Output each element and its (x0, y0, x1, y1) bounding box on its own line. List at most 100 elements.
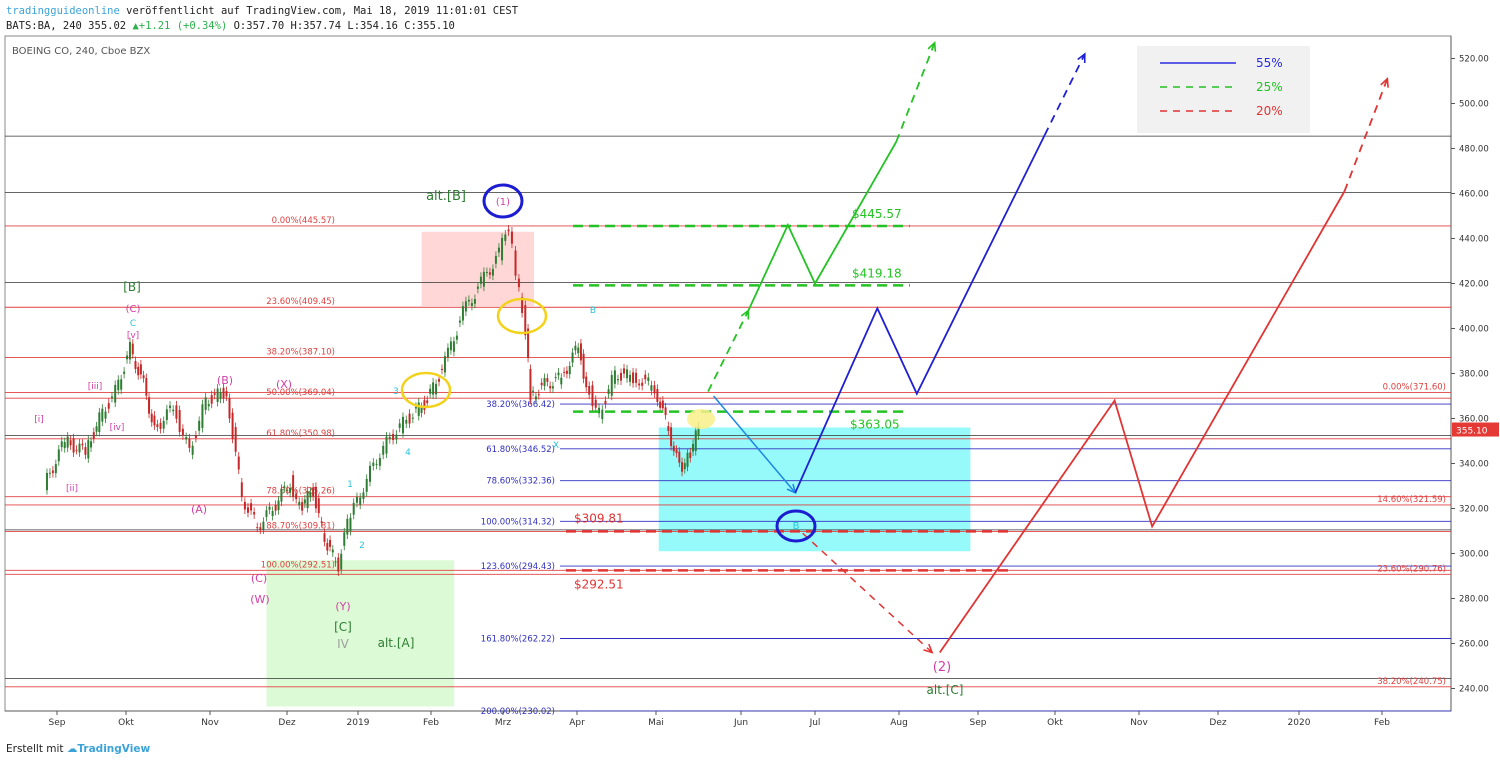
x-tick-label: Aug (890, 718, 908, 728)
fib-ext-label: 38.20%(366.42) (486, 400, 555, 410)
candle-body (134, 360, 137, 369)
candle-body (162, 420, 165, 429)
candle-body (420, 407, 423, 413)
x-tick-label: Mrz (495, 718, 511, 728)
candle-body (617, 379, 620, 381)
last-price-label: 355.10 (1456, 427, 1488, 437)
candle-body (458, 320, 461, 323)
candle-body (213, 393, 216, 395)
candle-body (571, 352, 574, 363)
candle-body (292, 475, 295, 497)
chart-publish-line: tradingguideonline veröffentlicht auf Tr… (6, 5, 518, 17)
wave-label: B (590, 306, 596, 316)
candle-body (385, 436, 388, 454)
wave-label: (B) (217, 374, 233, 387)
candle-body (623, 368, 626, 374)
candle-body (461, 306, 464, 321)
candle-body (635, 372, 638, 383)
candle-body (517, 278, 520, 288)
candle-body (446, 347, 449, 358)
candle-body (549, 386, 552, 389)
x-tick-label: Dez (278, 718, 295, 728)
candle-body (355, 496, 358, 503)
candle-body (320, 521, 323, 523)
tradingview-brand[interactable]: TradingView (77, 743, 151, 755)
legend-label: 55% (1256, 56, 1283, 70)
fib-level-label: 38.20%(387.10) (266, 348, 335, 358)
candle-body (470, 303, 473, 306)
candle-body (207, 404, 210, 407)
candle-body (326, 542, 329, 551)
x-tick-label: Sep (970, 718, 987, 728)
wave-label: alt.[C] (927, 683, 964, 697)
y-tick-label: 420.00 (1459, 280, 1489, 290)
candle-body (246, 507, 249, 513)
green-scenario-path (747, 141, 898, 311)
wave-label: [B] (123, 280, 141, 294)
fib-level-label: 0.00%(445.57) (272, 216, 335, 226)
candle-body (45, 472, 48, 491)
candle-body (295, 493, 298, 500)
y-tick-label: 520.00 (1459, 55, 1489, 65)
x-tick-label: Dez (1209, 718, 1226, 728)
y-tick-label: 300.00 (1459, 550, 1489, 560)
candle-body (198, 420, 201, 431)
wave-label: 1 (347, 480, 353, 490)
candle-body (128, 342, 131, 360)
candle-body (98, 412, 101, 432)
legend-box (1137, 46, 1310, 133)
candle-body (201, 404, 204, 428)
candle-body (626, 369, 629, 379)
candle-body (401, 416, 404, 434)
candle-body (482, 271, 485, 287)
candle-body (546, 378, 549, 382)
created-with-text: Erstellt mit (6, 743, 64, 755)
candle-body (650, 385, 653, 391)
candle-body (438, 379, 441, 382)
fib-right-label: 14.60%(321.59) (1377, 495, 1446, 505)
candle-body (501, 237, 504, 261)
x-tick-label: 2020 (1288, 718, 1311, 728)
candle-body (473, 299, 476, 304)
wave-label: (X) (276, 378, 292, 391)
candle-body (534, 396, 537, 400)
candle-body (514, 250, 517, 276)
candle-body (253, 512, 256, 515)
wave-label: 2 (359, 541, 365, 551)
candle-body (426, 400, 429, 403)
candle-body (225, 390, 228, 397)
red-scenario-dashed-end (1343, 78, 1389, 192)
candle-body (126, 355, 129, 360)
candle-body (582, 353, 585, 379)
candle-body (317, 498, 320, 514)
candle-body (417, 402, 420, 416)
candle-body (60, 441, 63, 448)
candle-body (286, 489, 289, 491)
candle-body (524, 305, 527, 336)
candle-body (449, 341, 452, 351)
candle-body (63, 442, 66, 449)
candle-body (280, 488, 283, 502)
candle-body (560, 377, 563, 385)
x-tick-label: Mai (648, 718, 664, 728)
candle-body (632, 372, 635, 384)
candle-body (228, 398, 231, 419)
candle-body (601, 409, 604, 420)
candle-body (172, 409, 175, 412)
candle-body (476, 286, 479, 289)
price-target-label: $445.57 (852, 207, 902, 221)
blue-down-arrow-path (713, 395, 796, 494)
candle-body (314, 486, 317, 509)
candle-body (392, 433, 395, 441)
candle-body (485, 271, 488, 273)
fib-ext-label: 100.00%(314.32) (481, 517, 555, 527)
candle-body (610, 374, 613, 396)
y-tick-label: 240.00 (1459, 685, 1489, 695)
wave-label: (2) (933, 660, 951, 675)
wave-label: (W) (250, 593, 269, 606)
publisher-link[interactable]: tradingguideonline (6, 5, 120, 17)
fib-level-label: 100.00%(292.51) (261, 560, 335, 570)
y-tick-label: 320.00 (1459, 505, 1489, 515)
candle-body (139, 364, 142, 375)
